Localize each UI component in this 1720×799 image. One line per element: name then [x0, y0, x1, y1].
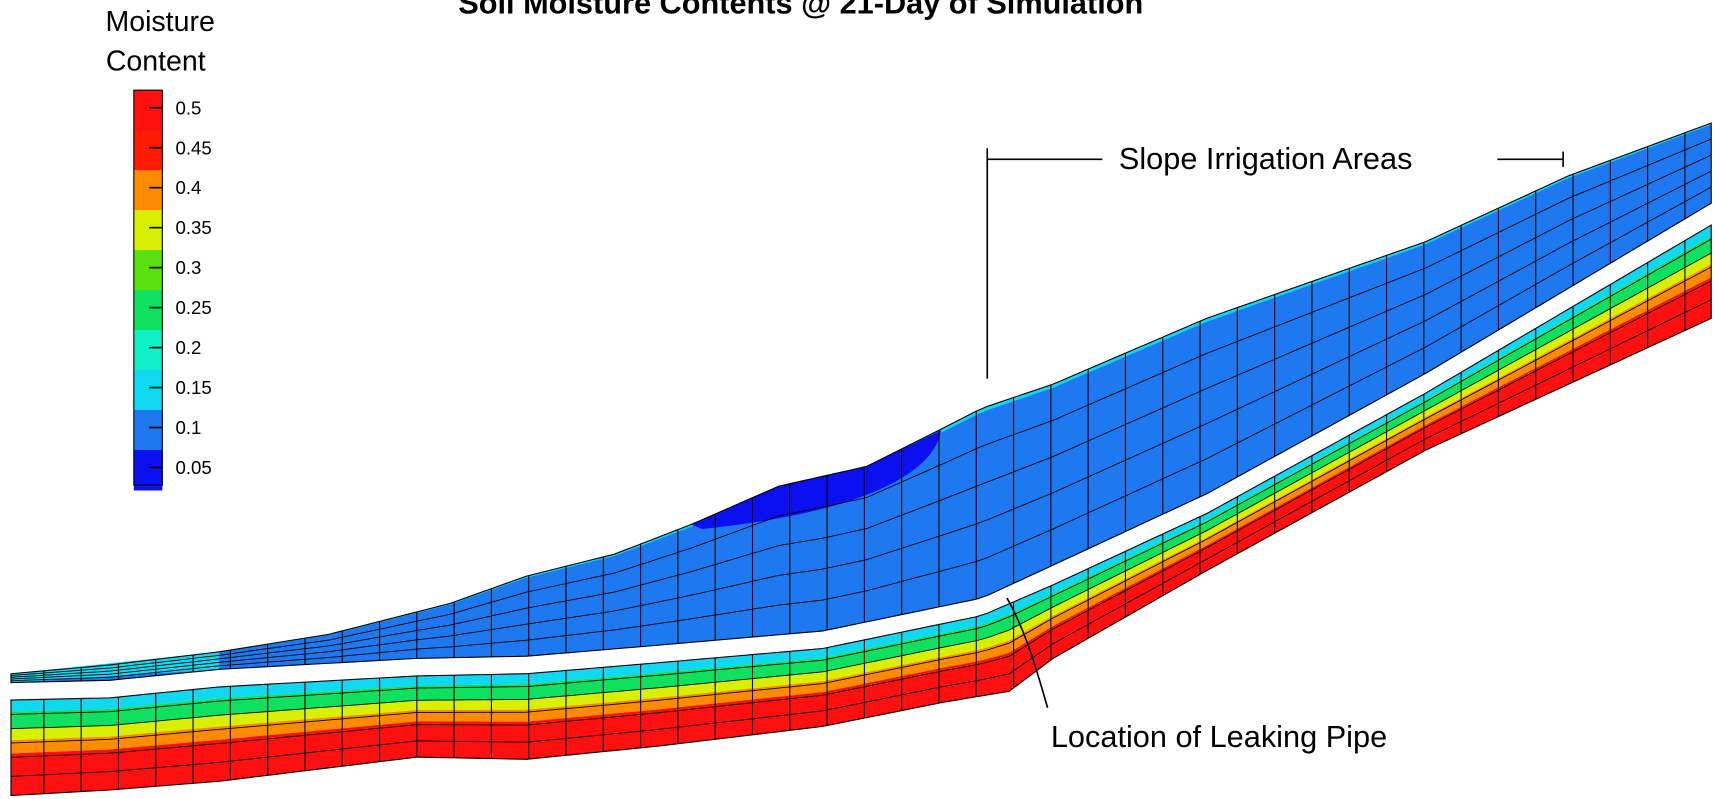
annotation: Location of Leaking Pipe — [1051, 719, 1387, 754]
irrigation-annotation — [986, 148, 1564, 379]
color-band — [133, 90, 163, 131]
mesh-line — [10, 170, 1712, 680]
tick-label: 0.4 — [176, 177, 202, 198]
colorbar: 0.5 0.45 0.4 0.35 0.3 0.25 0.2 0.15 0.1 0.05 — [133, 89, 212, 491]
tick-label: 0.1 — [176, 417, 202, 438]
tick-label: 0.5 — [176, 97, 202, 118]
tick-label: 0.05 — [176, 457, 212, 478]
moisture-zone — [10, 277, 1712, 796]
color-band — [133, 290, 163, 331]
tick-label: 0.15 — [176, 377, 212, 398]
color-band — [133, 210, 163, 251]
mesh-line — [10, 154, 1712, 678]
mesh-line — [10, 252, 1712, 730]
tick-label: 0.3 — [176, 257, 202, 278]
color-band — [133, 250, 163, 291]
mesh-line — [10, 238, 1712, 715]
title: Soil Moisture Contents @ 21-Day of Simul… — [458, 0, 1143, 20]
color-band — [133, 170, 163, 211]
tick-label: 0.35 — [176, 217, 212, 238]
legend-title: Moisture — [105, 6, 214, 38]
layer-outline — [10, 122, 1712, 684]
annotation: Slope Irrigation Areas — [1119, 141, 1413, 176]
colorbar-frame — [133, 89, 163, 486]
color-band — [133, 449, 163, 491]
mesh-line — [10, 266, 1712, 744]
legend-title: Content — [106, 45, 206, 77]
layer-outline — [10, 224, 1712, 797]
mesh-line — [10, 299, 1712, 777]
color-band — [133, 409, 163, 451]
mesh-line — [10, 280, 1712, 758]
dry-zone — [691, 430, 942, 529]
color-band — [133, 370, 163, 411]
pointer — [1006, 597, 1049, 708]
color-band — [133, 130, 163, 171]
mesh-line — [10, 138, 1712, 676]
tick-label: 0.25 — [176, 297, 212, 318]
tick-label: 0.45 — [176, 137, 212, 158]
soil-domain — [10, 122, 1712, 797]
mesh-line — [10, 186, 1712, 682]
tick-label: 0.2 — [176, 337, 202, 358]
color-band — [133, 330, 163, 371]
